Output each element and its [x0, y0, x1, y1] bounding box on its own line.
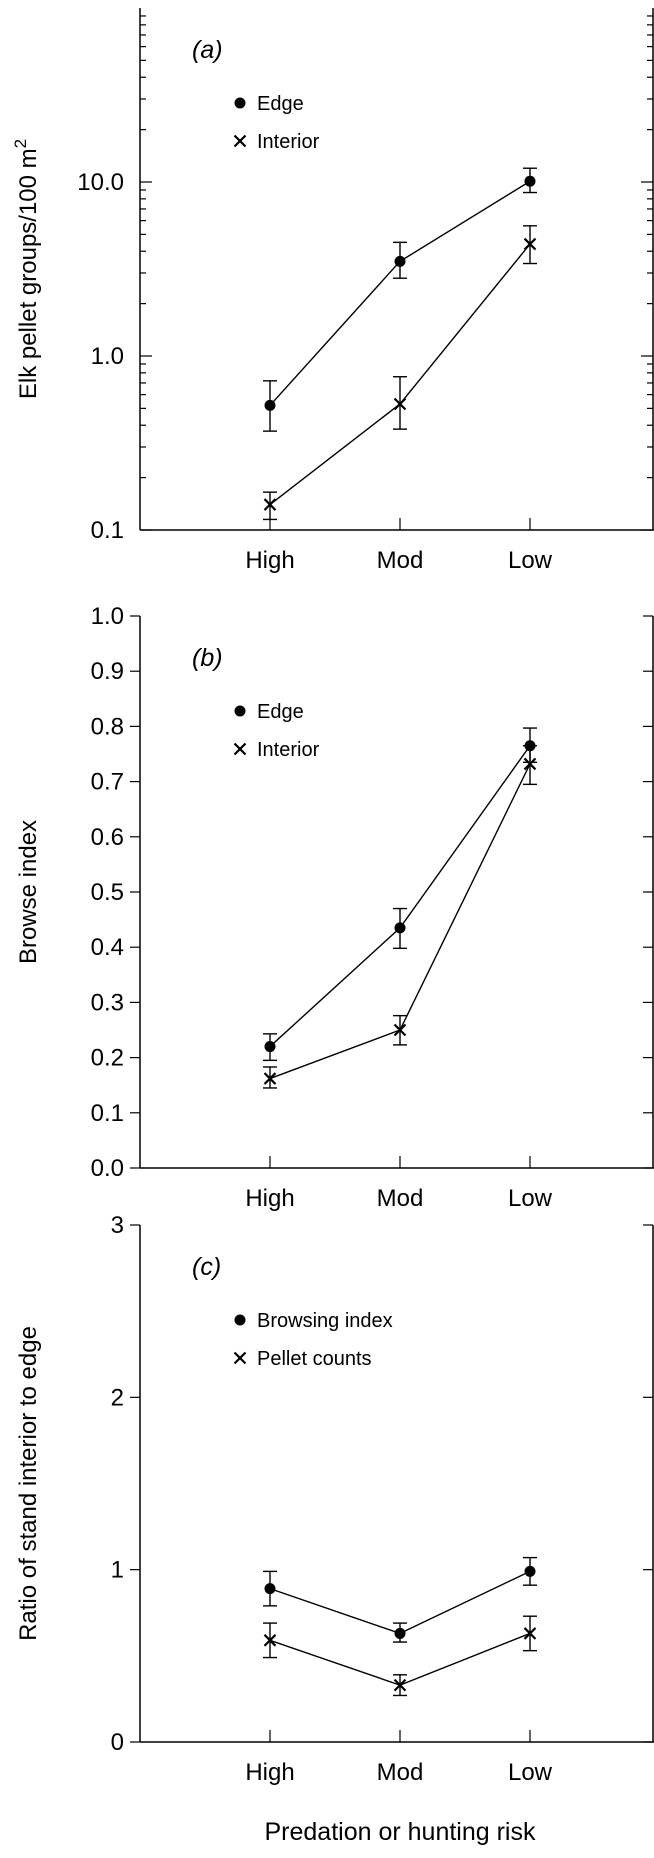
data-point: [523, 1627, 537, 1640]
x-tick-label: Low: [508, 1759, 553, 1786]
series-1: [263, 727, 537, 1062]
legend-marker: [234, 705, 246, 717]
data-point: [263, 1634, 277, 1647]
y-tick-label: 0.3: [91, 989, 124, 1016]
x-tick-label: High: [245, 1185, 294, 1212]
legend-entry: Interior: [257, 131, 320, 153]
legend-marker: [233, 134, 247, 148]
y-tick-label: 1: [111, 1557, 124, 1584]
x-tick-label: Low: [508, 1185, 553, 1212]
series-2: [263, 1615, 537, 1697]
y-tick-label: 0: [111, 1729, 124, 1756]
legend-entry: Interior: [257, 739, 320, 761]
legend-entry: Edge: [257, 93, 304, 115]
data-point: [523, 237, 537, 251]
legend-marker: [234, 97, 246, 109]
data-point: [393, 1023, 407, 1037]
chart-panel-3: 0 1 2 3 High Mod Low Ratio of stand interior to…: [15, 1212, 654, 1786]
x-tick-label: Mod: [377, 1185, 424, 1212]
panel-label: (b): [192, 644, 223, 672]
panel-label: (a): [192, 36, 223, 64]
x-tick-label: Mod: [377, 1759, 424, 1786]
y-tick-label: 2: [111, 1384, 124, 1411]
data-point: [394, 922, 406, 934]
series-line: [269, 180, 531, 406]
panel-label: (c): [192, 1253, 221, 1281]
y-axis-title: Ratio of stand interior to edge: [15, 1326, 42, 1641]
y-axis-title: Elk pellet groups/100 m2: [11, 139, 42, 399]
data-point: [394, 255, 406, 267]
legend-marker: [233, 1351, 247, 1365]
series-1: [263, 167, 537, 432]
series-2: [263, 225, 537, 521]
y-axis-title: Browse index: [15, 820, 42, 964]
x-tick-label: Mod: [377, 547, 424, 574]
data-point: [264, 1041, 276, 1053]
series-1: [263, 1556, 537, 1643]
data-point: [393, 397, 407, 411]
series-line: [269, 243, 531, 506]
y-tick-label: 0.9: [91, 658, 124, 685]
x-tick-label: High: [245, 1759, 294, 1786]
legend-marker: [234, 1314, 246, 1326]
x-axis-title: Predation or hunting risk: [265, 1818, 536, 1846]
y-tick-label: 0.2: [91, 1045, 124, 1072]
data-point: [394, 1627, 406, 1639]
x-tick-label: High: [245, 547, 294, 574]
y-tick-label: 0.1: [91, 517, 124, 544]
legend-entry: Edge: [257, 701, 304, 723]
y-tick-label: 0.7: [91, 769, 124, 796]
y-tick-label: 0.5: [91, 879, 124, 906]
data-point: [264, 399, 276, 411]
y-tick-label: 0.6: [91, 824, 124, 851]
y-tick-label: 10.0: [77, 169, 124, 196]
y-tick-label: 0.0: [91, 1155, 124, 1182]
legend-entry: Pellet counts: [257, 1348, 372, 1370]
data-point: [524, 1565, 536, 1577]
legend-entry: Browsing index: [257, 1310, 393, 1332]
y-tick-label: 0.8: [91, 713, 124, 740]
y-axis-title-superscript: 2: [11, 139, 30, 148]
chart-panel-1: 0.1 1.0 10.0 High Mod Low Elk pellet groups/10…: [11, 8, 654, 574]
series-2: [263, 745, 537, 1089]
legend-marker: [233, 742, 247, 756]
y-tick-label: 1.0: [91, 343, 124, 370]
data-point: [524, 175, 536, 187]
y-tick-label: 0.1: [91, 1100, 124, 1127]
data-point: [393, 1678, 407, 1692]
data-point: [263, 498, 277, 511]
chart-panel-2: 0.0 0.1 0.2 0.3 0.4 0.5 0.6 0.7 0.8 0.9 1.0 High Mod…: [15, 603, 654, 1212]
series-line: [269, 745, 531, 1048]
data-point: [264, 1583, 276, 1595]
x-tick-label: Low: [508, 547, 553, 574]
data-point: [523, 757, 537, 771]
y-tick-label: 3: [111, 1212, 124, 1239]
y-tick-label: 0.4: [91, 934, 124, 961]
y-tick-label: 1.0: [91, 603, 124, 630]
data-point: [263, 1072, 277, 1085]
